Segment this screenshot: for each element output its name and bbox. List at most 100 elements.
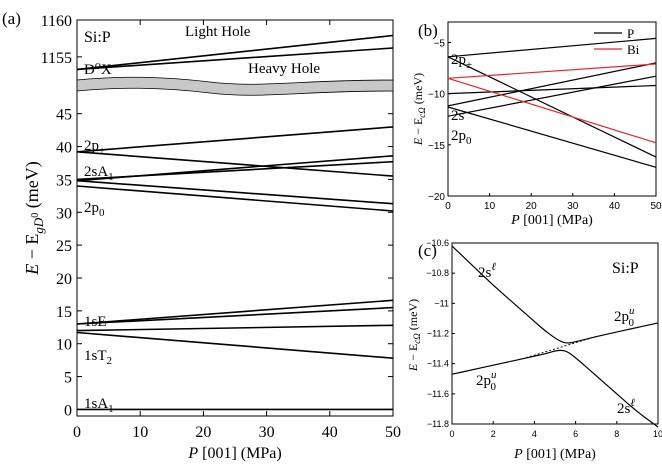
ytick-label-c-3: −11.2 bbox=[427, 329, 449, 339]
panel-c-ticks: 0 2 4 6 8 10 −10.6 −10.8 −11 −11.2 −11.4 −11.6 −11.8 bbox=[426, 238, 662, 439]
legend-label-bi: Bi bbox=[627, 42, 640, 57]
label-c-2s-upper: 2sℓ bbox=[478, 261, 496, 281]
label-2p0: 2p0 bbox=[84, 200, 105, 219]
xtick-label-b-0: 0 bbox=[445, 201, 451, 212]
xtick-label-c-3: 6 bbox=[573, 429, 578, 439]
series-line-a-6 bbox=[76, 179, 394, 205]
label-b-2p0: 2p0 bbox=[451, 128, 472, 147]
series-line-a-11 bbox=[76, 331, 394, 359]
panel-c-annotation: Si:P bbox=[612, 260, 639, 277]
xtick-label-a-4: 40 bbox=[322, 424, 338, 441]
label-light-hole: Light Hole bbox=[185, 24, 251, 40]
ytick-label-a-8: 40 bbox=[56, 140, 72, 157]
series-line-b-5 bbox=[447, 75, 657, 117]
panel-b-frame bbox=[447, 21, 657, 197]
series-line-a-5 bbox=[76, 160, 394, 181]
ytick-label-a-9: 45 bbox=[56, 107, 72, 124]
panel-a-plot-area bbox=[76, 34, 394, 411]
ytick-label-a-3: 15 bbox=[56, 304, 72, 321]
panel-b: (b) 0 10 20 30 40 50 −5 −10 −15 −20 P Bi 2p± 2s 2… bbox=[411, 21, 662, 228]
xtick-label-b-1: 10 bbox=[484, 201, 496, 212]
panel-a-annotation: Si:P bbox=[84, 29, 111, 46]
series-line-c-1 bbox=[451, 349, 659, 428]
label-c-2p0-left: 2pu 0 bbox=[476, 369, 497, 393]
panel-a-xlabel: P [001] (MPa) bbox=[187, 445, 281, 462]
axis-break-band bbox=[76, 76, 394, 96]
ytick-label-c-6: −11.8 bbox=[427, 419, 449, 429]
ytick-label-a-4: 20 bbox=[56, 271, 72, 288]
series-line-b-2 bbox=[447, 84, 657, 95]
ytick-label-upper-a-1: 1160 bbox=[41, 13, 72, 30]
ytick-label-a-1: 5 bbox=[64, 370, 72, 387]
xtick-label-a-3: 30 bbox=[259, 424, 275, 441]
xtick-label-c-0: 0 bbox=[449, 429, 454, 439]
ytick-label-b-0: −5 bbox=[434, 38, 446, 49]
panel-a-letter: (a) bbox=[2, 9, 21, 28]
label-1se: 1sE bbox=[84, 314, 107, 330]
label-c-2s-lower: 2sℓ bbox=[617, 397, 635, 417]
panel-c-ylabel: E − EcΩ (meV) bbox=[406, 299, 422, 372]
label-b-2p-plusminus: 2p± bbox=[451, 52, 472, 71]
ytick-label-c-2: −11 bbox=[434, 298, 449, 308]
label-1st2: 1sT2 bbox=[84, 348, 112, 367]
xtick-label-a-0: 0 bbox=[73, 424, 81, 441]
label-2sa1: 2sA1 bbox=[84, 164, 114, 183]
series-line-b-4 bbox=[447, 106, 657, 168]
panel-b-xlabel: P [001] (MPa) bbox=[510, 213, 593, 228]
ytick-label-c-0: −10.6 bbox=[426, 238, 449, 248]
ytick-label-b-3: −20 bbox=[428, 192, 445, 203]
panel-a-frame bbox=[76, 19, 394, 417]
ytick-label-a-6: 30 bbox=[56, 205, 72, 222]
series-line-b-6 bbox=[447, 63, 657, 79]
ytick-label-c-5: −11.6 bbox=[427, 389, 449, 399]
panel-a: (a) 0 10 20 30 40 50 0 5 10 15 20 25 30 35 40 45 1155 116… bbox=[2, 9, 401, 462]
label-c-2p0-right: 2pu 0 bbox=[614, 305, 635, 329]
xtick-label-c-4: 8 bbox=[614, 429, 619, 439]
series-line-a-2 bbox=[76, 126, 394, 153]
panel-a-ticks: 0 10 20 30 40 50 0 5 10 15 20 25 30 35 40 45 1155 1160 bbox=[41, 13, 401, 441]
label-heavy-hole: Heavy Hole bbox=[248, 61, 320, 77]
panel-c-plot-area bbox=[451, 245, 659, 428]
panel-b-letter: (b) bbox=[418, 21, 438, 40]
legend-label-p: P bbox=[627, 26, 634, 41]
ytick-label-c-4: −11.4 bbox=[427, 359, 449, 369]
series-line-a-1 bbox=[76, 47, 394, 71]
ytick-label-a-0: 0 bbox=[64, 402, 72, 419]
series-line-b-1 bbox=[447, 56, 657, 158]
label-1sa1: 1sA1 bbox=[84, 396, 114, 415]
ytick-label-b-1: −10 bbox=[428, 90, 445, 101]
series-line-a-10 bbox=[76, 324, 394, 332]
panel-b-ylabel: E − EcΩ (meV) bbox=[411, 73, 427, 146]
xtick-label-b-5: 50 bbox=[650, 201, 662, 212]
series-line-a-0 bbox=[76, 34, 394, 71]
label-b-2s: 2s bbox=[451, 108, 465, 124]
series-line-a-3 bbox=[76, 151, 394, 177]
panel-b-ticks: 0 10 20 30 40 50 −5 −10 −15 −20 bbox=[428, 38, 662, 212]
series-line-a-9 bbox=[76, 306, 394, 325]
panel-c-letter: (c) bbox=[418, 241, 437, 260]
xtick-label-a-5: 50 bbox=[385, 424, 401, 441]
panel-b-legend: P Bi bbox=[594, 26, 640, 57]
panel-c: (c) 0 2 4 6 8 10 −10.6 −10.8 −11 −11.2 −11.4 −11.6 −… bbox=[406, 238, 662, 462]
ytick-label-a-5: 25 bbox=[56, 238, 72, 255]
panel-a-ylabel: E − EgD0 (meV) bbox=[22, 161, 46, 276]
xtick-label-a-1: 10 bbox=[132, 424, 148, 441]
xtick-label-a-2: 20 bbox=[195, 424, 211, 441]
ytick-label-b-2: −15 bbox=[428, 141, 445, 152]
series-line-b-3 bbox=[447, 62, 657, 107]
series-line-a-7 bbox=[76, 185, 394, 212]
panel-c-xlabel: P [001] (MPa) bbox=[513, 447, 596, 462]
label-d0x: D⁰X bbox=[84, 62, 112, 78]
ytick-label-c-1: −10.8 bbox=[426, 268, 449, 278]
xtick-label-b-3: 30 bbox=[567, 201, 579, 212]
label-2p-plusminus: 2p± bbox=[84, 138, 105, 157]
series-line-b-0 bbox=[447, 37, 657, 58]
series-line-c-2 bbox=[526, 336, 597, 359]
series-line-a-8 bbox=[76, 299, 394, 325]
panel-b-plot-area bbox=[447, 37, 657, 168]
ytick-label-a-7: 35 bbox=[56, 172, 72, 189]
xtick-label-b-4: 40 bbox=[609, 201, 621, 212]
xtick-label-b-2: 20 bbox=[526, 201, 538, 212]
xtick-label-c-5: 10 bbox=[653, 429, 662, 439]
